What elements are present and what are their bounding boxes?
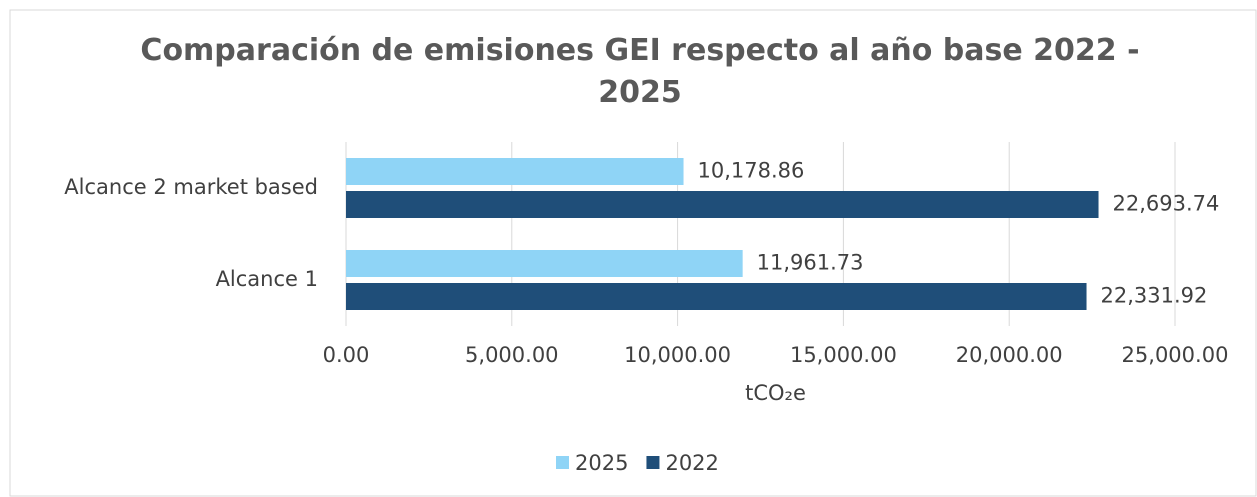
x-tick-label: 25,000.00 [1122, 343, 1229, 367]
x-tick-label: 10,000.00 [624, 343, 731, 367]
data-label: 22,693.74 [1113, 192, 1220, 216]
legend-swatch [646, 456, 660, 469]
y-tick-label: Alcance 2 market based [64, 175, 318, 199]
legend-label: 2025 [575, 451, 628, 475]
x-tick-label: 0.00 [323, 343, 370, 367]
legend-label: 2022 [665, 451, 718, 475]
data-label: 22,331.92 [1101, 284, 1208, 308]
chart-title: Comparación de emisiones GEI respecto al… [140, 33, 1140, 110]
bar [346, 250, 743, 277]
y-tick-label: Alcance 1 [216, 267, 318, 291]
x-axis-label: tCO₂e [745, 381, 806, 405]
data-label: 10,178.86 [698, 159, 805, 183]
legend-swatch [556, 456, 569, 469]
bar [346, 158, 684, 185]
bar [346, 283, 1087, 310]
data-label: 11,961.73 [757, 251, 864, 275]
x-tick-label: 20,000.00 [956, 343, 1063, 367]
x-tick-label: 15,000.00 [790, 343, 897, 367]
x-tick-label: 5,000.00 [465, 343, 559, 367]
chart-border [9, 9, 1257, 497]
bar [346, 191, 1099, 218]
